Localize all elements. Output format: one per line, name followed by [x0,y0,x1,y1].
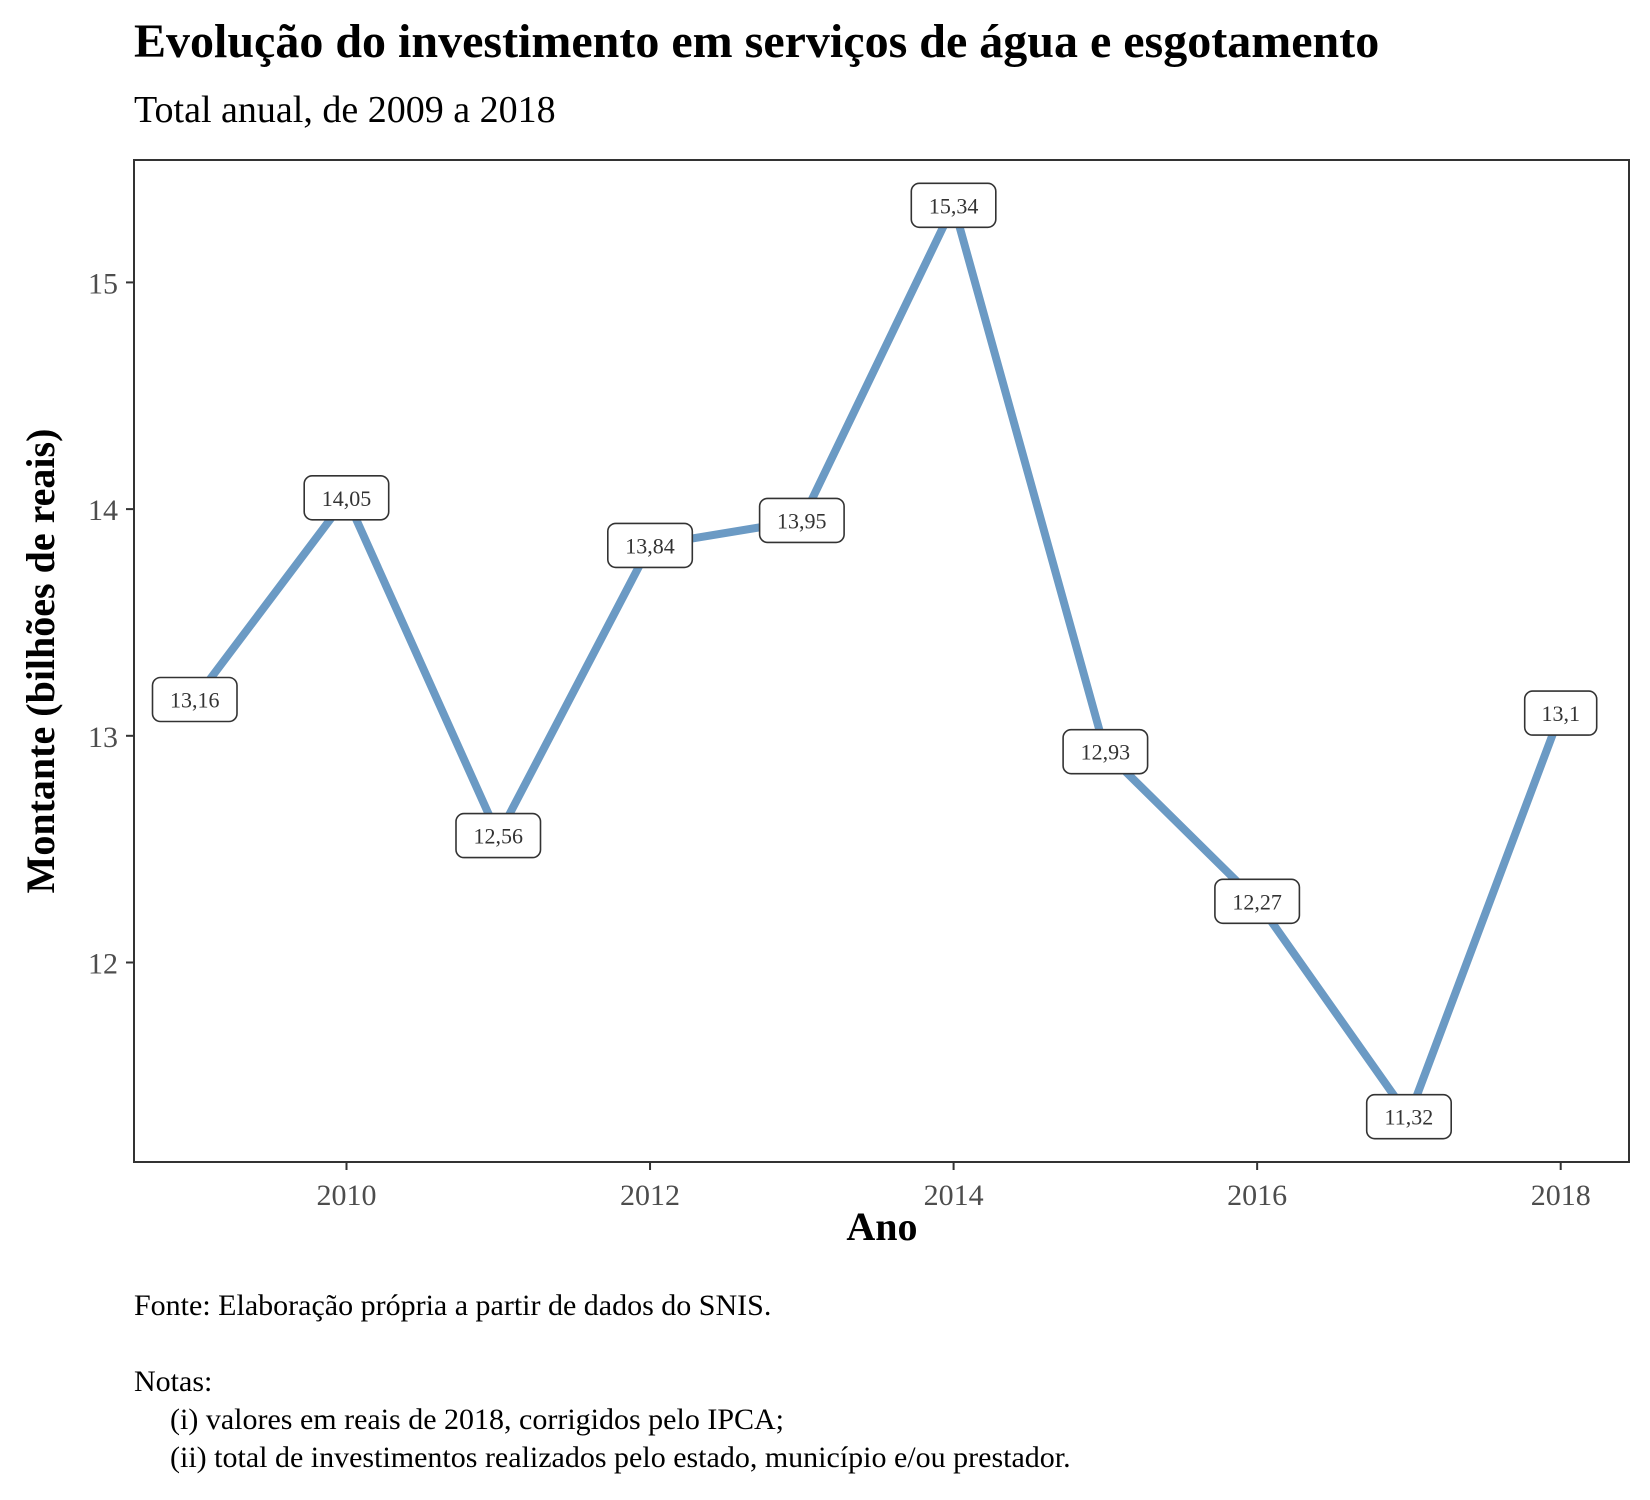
caption: Fonte: Elaboração própria a partir de da… [134,1287,1071,1477]
data-label-box [151,676,238,723]
data-label-text: 13,16 [170,688,220,713]
data-label-box [758,497,845,544]
data-label-text: 13,84 [625,533,675,558]
data-label-text: 15,34 [929,193,979,218]
data-point-label: 13,16 [151,676,238,723]
y-tick-label: 15 [88,267,118,300]
data-label-box [455,812,542,859]
notes-heading: Notas: [134,1365,213,1398]
data-label-box [910,182,997,229]
data-label-text: 11,32 [1385,1105,1434,1130]
data-label-text: 14,05 [322,486,372,511]
data-label-box [606,522,694,569]
x-tick-label: 2016 [1227,1179,1287,1212]
data-label-text: 12,93 [1081,740,1131,765]
y-axis: 12 13 14 15 [88,267,134,981]
x-axis-label: Ano [846,1204,917,1249]
note-2: (ii) total de investimentos realizados p… [170,1441,1071,1474]
data-point-label: 15,34 [910,182,997,229]
data-label-box [1523,690,1598,736]
data-label-box [1365,1093,1452,1140]
x-tick-label: 2012 [620,1179,680,1212]
x-tick-label: 2018 [1531,1179,1591,1212]
value-labels: 13,16 14,05 12,56 13,84 13,95 15,34 12,93 12,27… [151,182,1598,1140]
data-label-text: 12,27 [1232,889,1282,914]
series-line [190,201,1565,1121]
data-label-box [1062,728,1149,775]
data-point-label: 12,27 [1214,878,1301,925]
y-tick-label: 13 [88,721,118,754]
chart-subtitle: Total anual, de 2009 a 2018 [134,89,556,131]
plot-panel [133,159,1630,1163]
chart-title: Evolução do investimento em serviços de … [134,15,1380,68]
y-tick-label: 14 [88,494,118,527]
source-note: Fonte: Elaboração própria a partir de da… [134,1289,772,1322]
data-label-box [1214,878,1301,925]
data-point-label: 12,56 [455,812,542,859]
data-label-text: 13,95 [777,508,827,533]
x-tick-label: 2014 [924,1179,984,1212]
data-point-label: 11,32 [1365,1093,1452,1140]
data-label-text: 13,1 [1541,701,1580,726]
line-chart: 12 13 14 15 2010 2012 2014 2016 2018 13,16 14,05… [18,159,1630,1249]
y-tick-label: 12 [88,948,118,981]
x-axis: 2010 2012 2014 2016 2018 [316,1162,1591,1212]
data-point-label: 13,1 [1523,690,1598,736]
data-label-text: 12,56 [474,824,524,849]
data-point-label: 13,84 [606,522,694,569]
data-point-label: 13,95 [758,497,845,544]
data-label-box [303,474,390,521]
note-1: (i) valores em reais de 2018, corrigidos… [170,1403,785,1436]
data-point-label: 12,93 [1062,728,1149,775]
y-axis-label: Montante (bilhões de reais) [18,429,63,894]
x-tick-label: 2010 [316,1179,376,1212]
data-point-label: 14,05 [303,474,390,521]
